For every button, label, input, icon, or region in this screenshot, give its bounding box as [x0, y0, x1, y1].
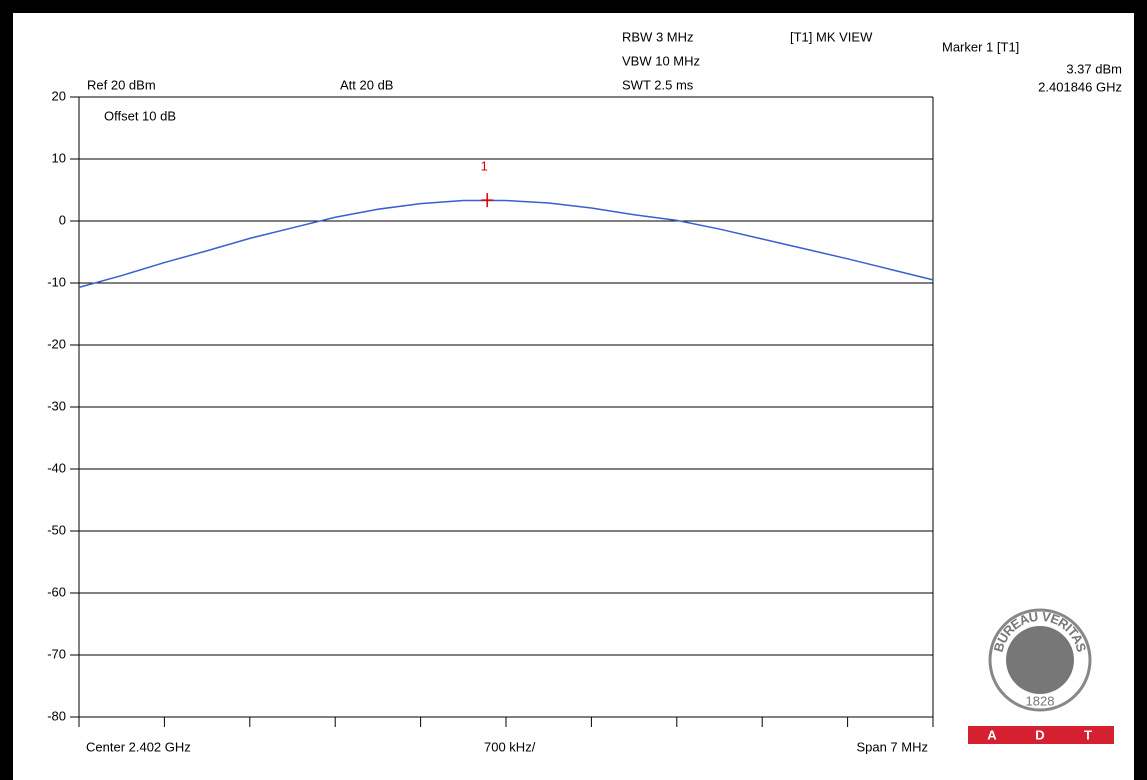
y-tick-label: 10 [52, 150, 66, 165]
top-border [0, 0, 1147, 13]
marker-frequency: 2.401846 GHz [1038, 79, 1122, 94]
span: Span 7 MHz [856, 739, 928, 754]
marker [481, 193, 494, 208]
vbw: VBW 10 MHz [622, 53, 700, 68]
y-tick-label: -50 [47, 522, 66, 537]
y-tick-label: -30 [47, 398, 66, 413]
logo-center [1006, 626, 1074, 694]
logo-letter: A [987, 727, 997, 742]
y-tick-label: -20 [47, 336, 66, 351]
y-tick-label: -80 [47, 708, 66, 723]
marker-name: Marker 1 [T1] [942, 39, 1019, 54]
logo-year: 1828 [1026, 693, 1055, 708]
y-tick-label: -70 [47, 646, 66, 661]
trace [78, 199, 934, 289]
y-tick-label: -40 [47, 460, 66, 475]
y-tick-label: -10 [47, 274, 66, 289]
rbw: RBW 3 MHz [622, 29, 694, 44]
mode: [T1] MK VIEW [790, 29, 873, 44]
sweep-time: SWT 2.5 ms [622, 77, 694, 92]
y-tick-label: 20 [52, 88, 66, 103]
center-frequency: Center 2.402 GHz [86, 739, 191, 754]
logo-letter: T [1084, 727, 1092, 742]
marker-level: 3.37 dBm [1066, 61, 1122, 76]
offset: Offset 10 dB [104, 108, 176, 123]
attenuation: Att 20 dB [340, 77, 393, 92]
ref-level: Ref 20 dBm [87, 77, 156, 92]
y-tick-label: -60 [47, 584, 66, 599]
y-tick-label: 0 [59, 212, 66, 227]
right-border [1134, 0, 1147, 780]
logo: BUREAU VERITAS 1828 A D T [968, 608, 1114, 744]
marker-label: 1 [481, 159, 488, 174]
logo-letter: D [1035, 727, 1044, 742]
left-border [0, 0, 13, 780]
division: 700 kHz/ [484, 739, 536, 754]
logo-bar [968, 726, 1114, 744]
